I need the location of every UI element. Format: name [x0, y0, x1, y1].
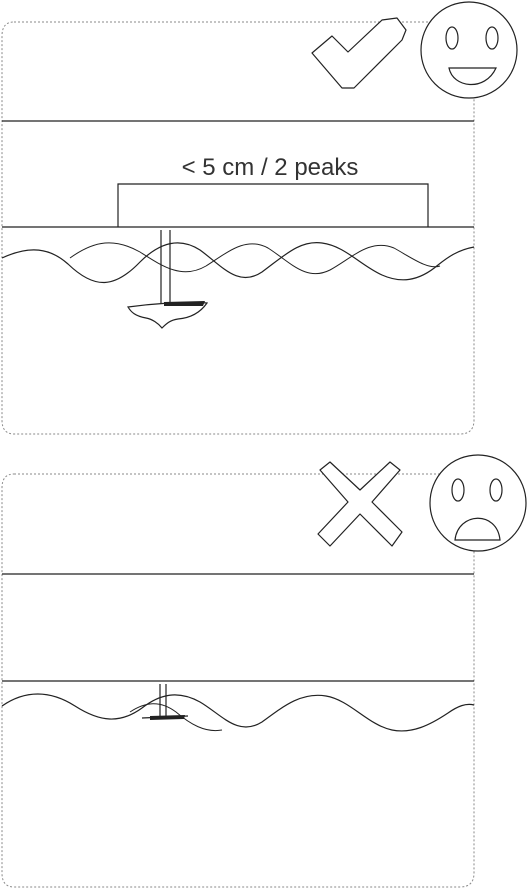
board-fin: [164, 301, 205, 306]
wave-inner: [69, 242, 441, 275]
wave-outer: [1, 693, 475, 732]
board-fin: [150, 715, 185, 720]
panel-good: < 5 cm / 2 peaks: [1, 1, 518, 435]
panel-bad: [1, 454, 527, 888]
wave-inner: [129, 703, 223, 732]
cross-icon: [317, 461, 403, 547]
wave-outer: [1, 242, 475, 284]
checkmark-icon: [311, 17, 407, 89]
measurement-label: < 5 cm / 2 peaks: [182, 154, 359, 181]
board-hull: [127, 301, 209, 329]
sad-face-icon: [429, 454, 527, 552]
happy-face-icon: [420, 1, 518, 99]
panel-good-frame: [1, 21, 475, 435]
wave-length-bracket: [117, 183, 429, 227]
